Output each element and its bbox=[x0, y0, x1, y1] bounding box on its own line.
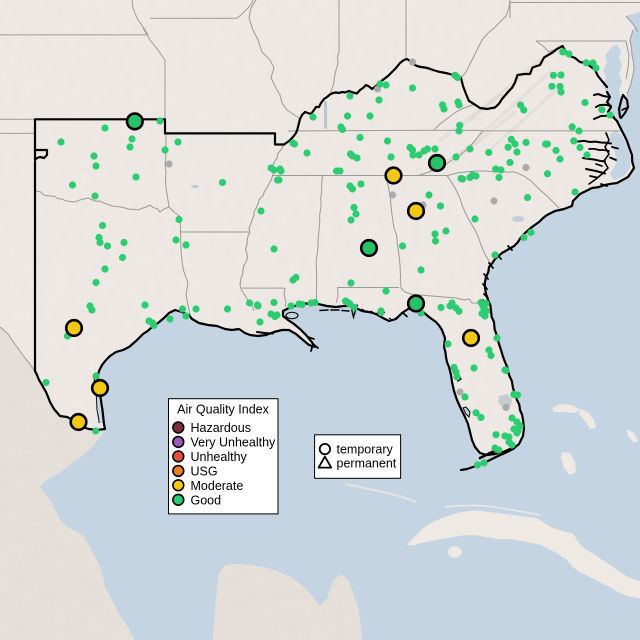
svg-text:Hazardous: Hazardous bbox=[191, 421, 251, 435]
svg-text:Good: Good bbox=[191, 493, 222, 507]
svg-text:Unhealthy: Unhealthy bbox=[191, 450, 248, 464]
svg-text:Air Quality Index: Air Quality Index bbox=[177, 403, 269, 417]
svg-text:permanent: permanent bbox=[337, 457, 397, 471]
svg-text:Moderate: Moderate bbox=[191, 479, 244, 493]
svg-text:USG: USG bbox=[191, 465, 218, 479]
svg-text:temporary: temporary bbox=[337, 443, 394, 457]
svg-text:Very Unhealthy: Very Unhealthy bbox=[191, 436, 277, 450]
